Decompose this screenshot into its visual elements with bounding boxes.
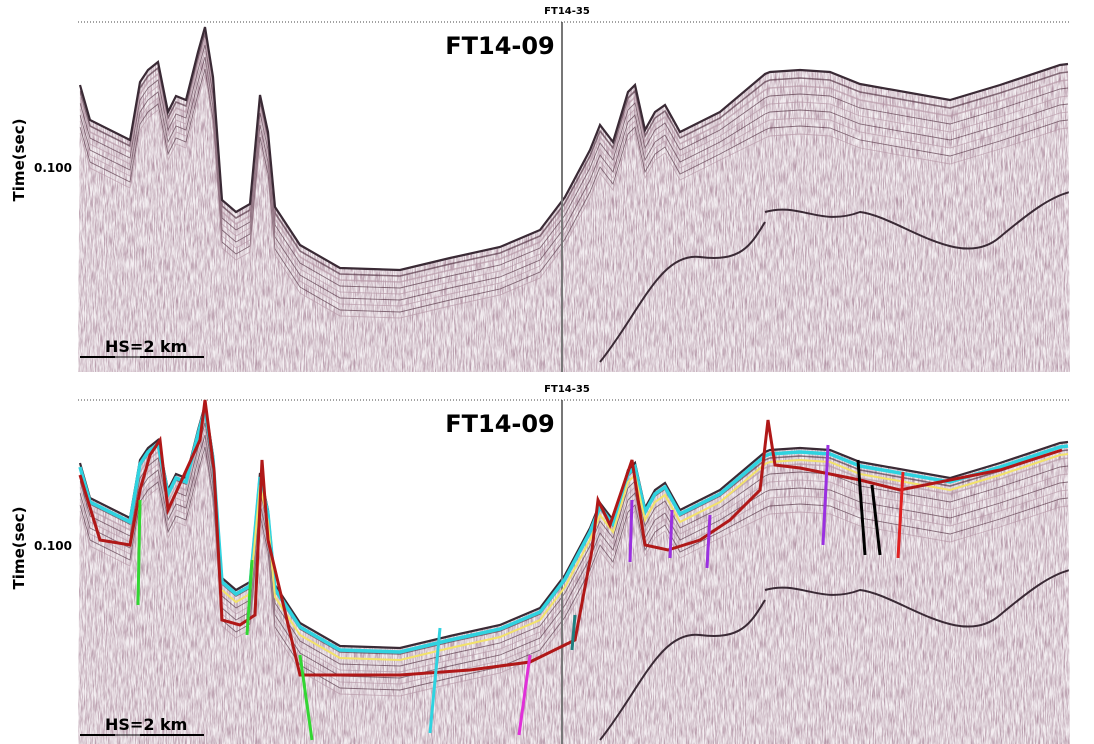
profile-title: FT14-09 <box>445 410 555 438</box>
interpretation-line <box>870 484 882 556</box>
y-axis-label: Time(sec) <box>10 507 28 590</box>
interpretation-line <box>245 559 254 636</box>
interpretation-line <box>856 459 867 556</box>
crossing-label: FT14-35 <box>544 6 590 17</box>
interpretation-line <box>517 654 532 736</box>
interpretation-line <box>78 399 1063 677</box>
interpretation-line <box>221 453 1069 662</box>
interpretation-line <box>136 499 142 606</box>
y-tick-label: 0.100 <box>34 161 72 175</box>
crossing-label: FT14-35 <box>544 384 590 395</box>
y-axis-label: Time(sec) <box>10 119 28 202</box>
interpretation-line <box>628 499 634 563</box>
interpretation-line <box>705 514 712 569</box>
interpretation-line <box>428 627 442 734</box>
scale-bar: HS=2 km <box>105 715 187 734</box>
interpretation-line <box>821 444 830 546</box>
interpretation-line <box>668 509 674 559</box>
interpretation-line <box>78 408 1069 654</box>
seismic-panel: FT14-35 FT14-09 Time(sec) 0.100 HS=2 km <box>10 6 1070 372</box>
profile-title: FT14-09 <box>445 32 555 60</box>
scale-bar: HS=2 km <box>105 337 187 356</box>
interpretation-line <box>570 614 577 651</box>
interpreted-panel: FT14-35 FT14-09 Time(sec) 0.100 HS=2 km <box>10 384 1070 744</box>
interpretation-line <box>298 654 314 741</box>
y-tick-label: 0.100 <box>34 539 72 553</box>
interpretation-line <box>896 471 905 559</box>
